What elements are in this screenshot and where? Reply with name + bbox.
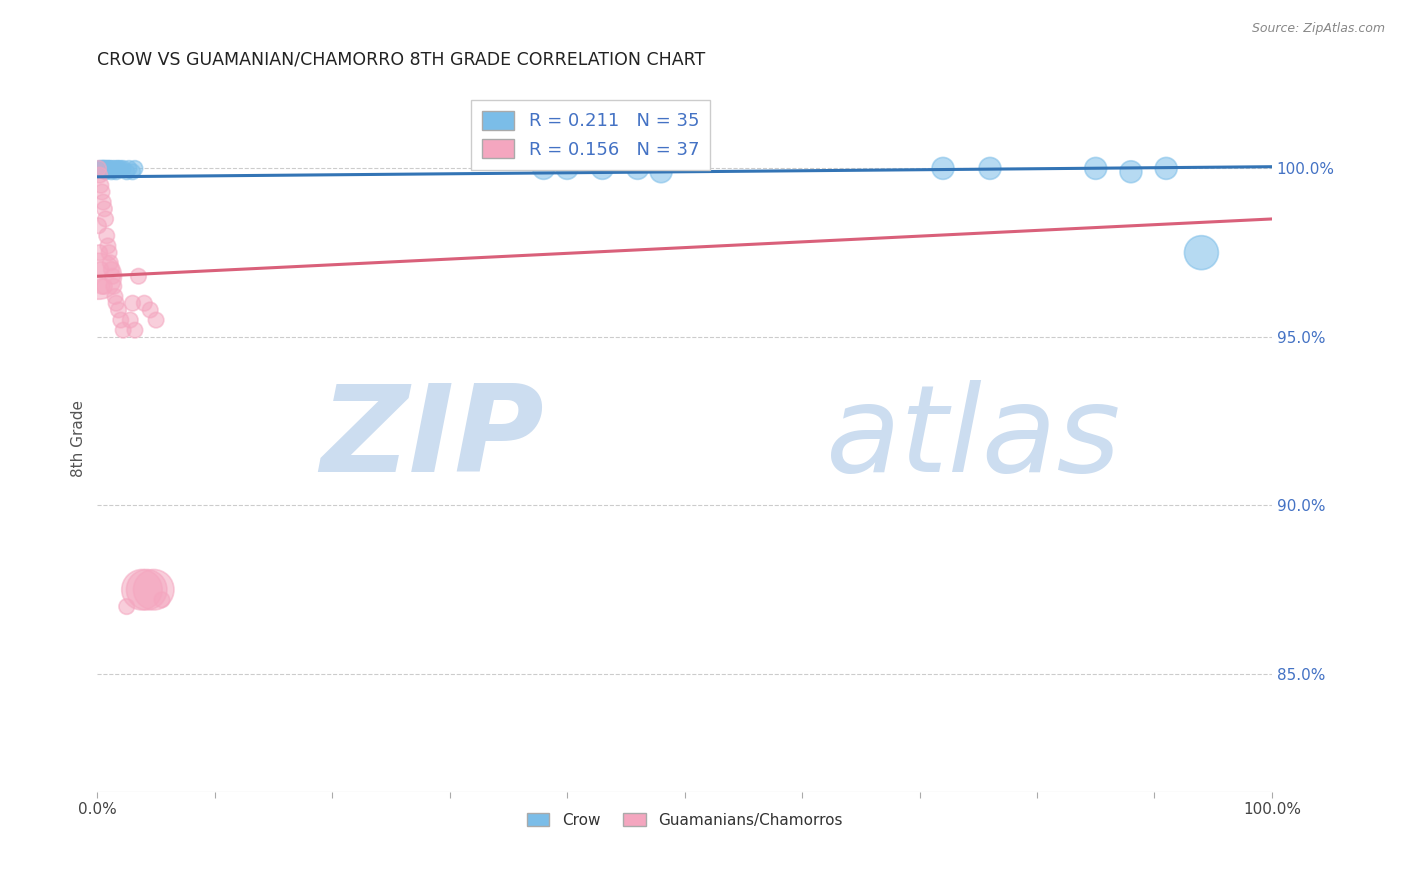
Point [100, 165, 122, 179]
Point [98, 245, 121, 260]
Point [127, 269, 149, 284]
Point [105, 165, 128, 179]
Point [591, 161, 613, 176]
Point [1119, 165, 1142, 179]
Point [139, 302, 162, 317]
Point [91, 161, 114, 176]
Point [91, 185, 114, 199]
Point [93, 279, 115, 293]
Text: atlas: atlas [825, 379, 1121, 497]
Point [1154, 161, 1177, 176]
Point [90, 178, 112, 193]
Point [112, 161, 135, 176]
Point [91, 161, 114, 176]
Point [112, 323, 135, 337]
Point [105, 161, 128, 176]
Point [97, 161, 120, 176]
Point [91, 279, 114, 293]
Point [150, 592, 173, 607]
Point [97, 239, 120, 253]
Point [87, 161, 110, 176]
Point [115, 165, 138, 179]
Point [91, 161, 114, 176]
Point [87, 269, 110, 284]
Y-axis label: 8th Grade: 8th Grade [72, 400, 86, 476]
Point [104, 289, 127, 303]
Point [96, 228, 118, 243]
Point [94, 165, 117, 179]
Text: Source: ZipAtlas.com: Source: ZipAtlas.com [1251, 22, 1385, 36]
Point [121, 296, 143, 310]
Point [134, 296, 156, 310]
Point [98, 161, 121, 176]
Point [98, 256, 121, 270]
Text: ZIP: ZIP [321, 379, 544, 497]
Point [124, 161, 146, 176]
Point [94, 211, 117, 226]
Point [87, 219, 110, 233]
Point [89, 168, 111, 182]
Point [110, 313, 132, 327]
Point [104, 161, 127, 176]
Point [107, 302, 129, 317]
Point [90, 262, 112, 277]
Point [120, 313, 142, 327]
Point [142, 582, 165, 597]
Point [555, 161, 578, 176]
Point [932, 161, 955, 176]
Point [94, 161, 117, 176]
Point [96, 161, 118, 176]
Point [107, 161, 129, 176]
Point [89, 161, 111, 176]
Point [118, 161, 141, 176]
Point [91, 195, 114, 210]
Point [124, 323, 146, 337]
Point [105, 296, 128, 310]
Point [1084, 161, 1107, 176]
Point [533, 161, 555, 176]
Point [101, 269, 124, 284]
Point [103, 279, 125, 293]
Text: CROW VS GUAMANIAN/CHAMORRO 8TH GRADE CORRELATION CHART: CROW VS GUAMANIAN/CHAMORRO 8TH GRADE COR… [97, 51, 706, 69]
Point [135, 582, 157, 597]
Point [979, 161, 1001, 176]
Point [89, 245, 111, 260]
Point [93, 161, 115, 176]
Point [1189, 245, 1212, 260]
Point [93, 202, 115, 216]
Point [121, 165, 143, 179]
Point [100, 262, 122, 277]
Point [98, 161, 121, 176]
Point [115, 599, 138, 614]
Point [145, 313, 167, 327]
Point [131, 582, 153, 597]
Point [101, 161, 124, 176]
Point [627, 161, 650, 176]
Point [110, 161, 132, 176]
Point [650, 165, 672, 179]
Legend: Crow, Guamanians/Chamorros: Crow, Guamanians/Chamorros [520, 806, 849, 834]
Point [90, 161, 112, 176]
